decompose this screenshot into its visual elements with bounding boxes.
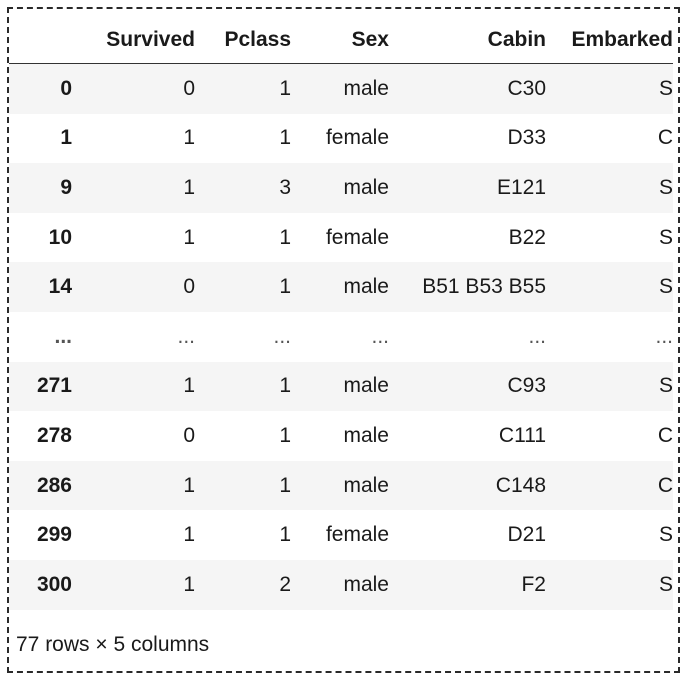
cell-sex: female [325,523,389,547]
cell-cabin: B22 [508,225,546,249]
table-row: 9 1 3 male E121 S [9,163,673,213]
cell-pclass: ... [273,324,291,348]
row-index: 10 [48,225,72,249]
cell-sex: male [343,473,389,497]
cell-cabin: C148 [495,473,546,497]
cell-cabin: C93 [507,374,546,398]
row-index: 9 [60,175,72,199]
cell-sex: male [343,76,389,100]
row-index: 1 [60,126,72,150]
cell-cabin: D21 [507,523,546,547]
row-index: 271 [36,374,72,398]
row-index: 0 [60,76,72,100]
cell-cabin: C30 [507,76,546,100]
cell-survived: 0 [183,423,195,447]
cell-cabin: E121 [496,175,546,199]
cell-survived: 1 [183,572,195,596]
cell-embarked: ... [655,324,673,348]
cell-sex: female [325,126,389,150]
cell-sex: ... [371,324,389,348]
cell-sex: male [343,374,389,398]
table-row: 0 0 1 male C30 S [9,63,673,114]
row-index: 300 [36,572,72,596]
cell-embarked: C [657,126,673,150]
cell-survived: 0 [183,76,195,100]
column-header-cabin: Cabin [389,17,546,64]
row-index: 278 [36,423,72,447]
cell-pclass: 1 [279,225,291,249]
ellipsis-row: ... ... ... ... ... ... [9,311,673,362]
cell-embarked: S [658,572,673,596]
cell-embarked: S [658,523,673,547]
cell-embarked: S [658,175,673,199]
table-row: 1 1 1 female D33 C [9,113,673,164]
cell-cabin: C111 [498,423,546,447]
cell-pclass: 3 [279,175,291,199]
row-index: ... [54,324,72,348]
cell-embarked: C [657,473,673,497]
row-index: 299 [36,523,72,547]
cell-cabin: ... [528,324,546,348]
cell-survived: 1 [183,523,195,547]
cell-survived: 1 [183,225,195,249]
cell-embarked: C [657,423,673,447]
shape-summary: 77 rows × 5 columns [16,633,210,656]
cell-cabin: F2 [521,572,546,596]
cell-pclass: 1 [279,275,291,299]
cell-pclass: 1 [279,76,291,100]
cell-pclass: 1 [279,523,291,547]
index-header [9,17,72,64]
cell-pclass: 1 [279,374,291,398]
cell-survived: 0 [183,275,195,299]
cell-embarked: S [658,275,673,299]
column-header-survived: Survived [72,17,195,64]
cell-embarked: S [658,374,673,398]
cell-pclass: 1 [279,423,291,447]
table-row: 286 1 1 male C148 C [9,460,673,511]
table-row: 14 0 1 male B51 B53 B55 S [9,262,673,312]
table-row: 271 1 1 male C93 S [9,361,673,412]
cell-sex: male [343,423,389,447]
cell-embarked: S [658,76,673,100]
cell-survived: 1 [183,126,195,150]
row-index: 286 [36,473,72,497]
cell-survived: 1 [183,374,195,398]
cell-sex: male [343,175,389,199]
column-header-pclass: Pclass [195,17,291,64]
cell-survived: 1 [183,473,195,497]
cell-sex: male [343,275,389,299]
column-header-sex: Sex [291,17,389,64]
row-index: 14 [48,275,72,299]
cell-cabin: D33 [507,126,546,150]
cell-cabin: B51 B53 B55 [422,275,546,299]
cell-pclass: 2 [279,572,291,596]
cell-sex: male [343,572,389,596]
cell-survived: 1 [183,175,195,199]
cell-sex: female [325,225,389,249]
cell-pclass: 1 [279,473,291,497]
cell-survived: ... [177,324,195,348]
table-row: 300 1 2 male F2 S [9,559,673,610]
column-header-embarked: Embarked [546,17,673,64]
table-row: 299 1 1 female D21 S [9,510,673,560]
dataframe-table: Survived Pclass Sex Cabin Embarked 0 0 1… [9,17,673,610]
cell-pclass: 1 [279,126,291,150]
header-row: Survived Pclass Sex Cabin Embarked [9,17,673,64]
dataframe-output: Survived Pclass Sex Cabin Embarked 0 0 1… [7,7,680,673]
cell-embarked: S [658,225,673,249]
table-row: 278 0 1 male C111 C [9,411,673,461]
table-row: 10 1 1 female B22 S [9,212,673,263]
